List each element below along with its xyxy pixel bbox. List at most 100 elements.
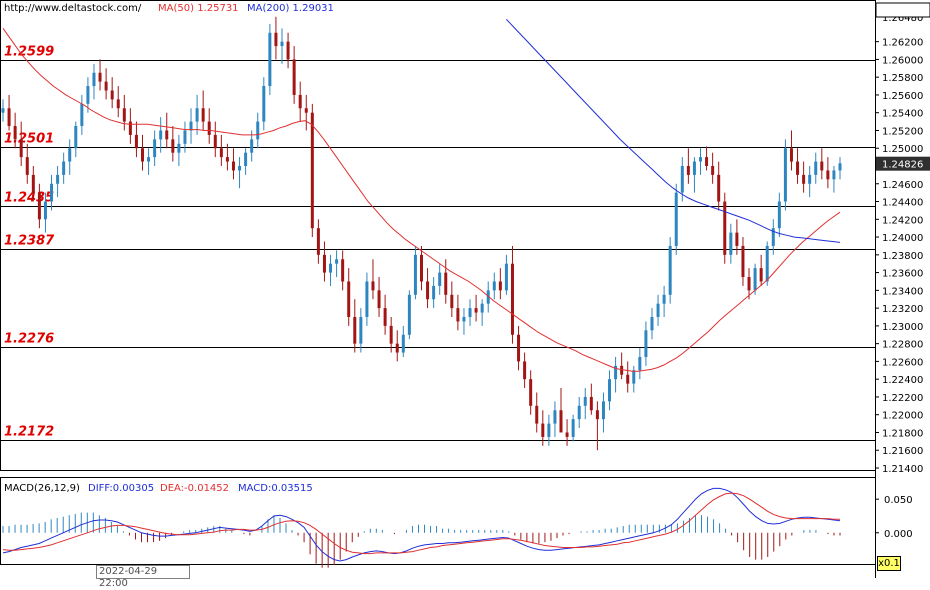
candle-body bbox=[122, 108, 126, 122]
price-axis-label: 1.22000 bbox=[882, 411, 923, 422]
candle-body bbox=[699, 157, 702, 162]
candle-body bbox=[705, 157, 709, 166]
candle-body bbox=[523, 361, 527, 380]
price-axis-label: 1.23600 bbox=[882, 269, 923, 280]
candle-body bbox=[153, 139, 157, 158]
candle-body bbox=[553, 410, 557, 424]
candle-body bbox=[432, 285, 436, 300]
macd-diff-label: DIFF:0.00305 bbox=[88, 483, 155, 494]
candle-body bbox=[298, 94, 302, 109]
candle-body bbox=[517, 334, 521, 362]
candle-body bbox=[286, 41, 290, 60]
candle-body bbox=[389, 325, 393, 344]
candle-body bbox=[444, 272, 448, 295]
ma50-line bbox=[2, 28, 841, 372]
candle-body bbox=[274, 32, 278, 47]
price-axis-label: 1.22400 bbox=[882, 375, 923, 386]
candle-body bbox=[723, 201, 727, 255]
price-axis-label: 1.25000 bbox=[882, 144, 923, 155]
candle-body bbox=[256, 121, 260, 140]
chart-canvas: 1.26480 1.26200 1.26000 1.25800 1.25600 1.254… bbox=[0, 0, 930, 578]
candle-body bbox=[31, 174, 35, 193]
candle-body bbox=[589, 396, 593, 411]
candle-body bbox=[98, 72, 102, 82]
price-axis-label: 1.22800 bbox=[882, 340, 923, 351]
candle-body bbox=[231, 161, 235, 171]
candle-body bbox=[304, 108, 308, 113]
candle-body bbox=[104, 81, 108, 91]
candle-body bbox=[13, 126, 17, 140]
candle-body bbox=[468, 308, 472, 317]
candle-body bbox=[147, 157, 151, 162]
candle-body bbox=[632, 370, 636, 384]
candle-body bbox=[68, 148, 72, 162]
price-axis-label: 1.26000 bbox=[882, 55, 923, 66]
candle-body bbox=[541, 423, 545, 437]
candle-body bbox=[686, 166, 690, 175]
candle-body bbox=[662, 294, 666, 304]
candle-body bbox=[480, 303, 484, 313]
candle-body bbox=[765, 245, 769, 282]
candle-body bbox=[498, 281, 502, 291]
candle-body bbox=[504, 263, 508, 291]
current-price-tag-bg bbox=[876, 156, 930, 171]
candle-body bbox=[759, 268, 763, 282]
price-axis-label: 1.26480 bbox=[882, 13, 923, 24]
candle-body bbox=[492, 281, 496, 291]
candle-body bbox=[420, 254, 423, 282]
candle-body bbox=[268, 32, 272, 87]
candle-body bbox=[207, 121, 211, 135]
candle-body bbox=[165, 130, 169, 140]
macd-dea-line bbox=[2, 492, 840, 555]
candle-body bbox=[565, 432, 569, 437]
candle-body bbox=[159, 130, 163, 140]
candle-body bbox=[244, 152, 248, 166]
price-axis-label: 1.25800 bbox=[882, 73, 923, 84]
candle-body bbox=[7, 108, 11, 127]
price-axis-label: 1.22600 bbox=[882, 357, 923, 368]
candle-body bbox=[62, 161, 66, 175]
ma50-value: 1.25731 bbox=[197, 3, 239, 14]
candle-body bbox=[262, 86, 266, 122]
candle-body bbox=[25, 157, 29, 175]
candle-body bbox=[601, 401, 605, 420]
level-label: 1.2387 bbox=[4, 234, 55, 249]
price-axis-label: 1.21400 bbox=[882, 464, 923, 475]
candle-body bbox=[814, 161, 818, 175]
candle-body bbox=[365, 281, 369, 317]
ma200-name: MA(200) bbox=[247, 3, 290, 14]
macd-diff-line bbox=[2, 487, 841, 562]
price-axis-label: 1.25400 bbox=[882, 109, 923, 120]
price-axis-label: 1.21800 bbox=[882, 428, 923, 439]
candle-body bbox=[110, 90, 114, 100]
candle-body bbox=[808, 174, 812, 184]
candle-body bbox=[571, 419, 575, 437]
candle-body bbox=[43, 201, 47, 220]
candle-body bbox=[292, 59, 296, 95]
candle-body bbox=[438, 272, 442, 286]
candle-body bbox=[777, 201, 781, 229]
candle-body bbox=[353, 317, 357, 344]
scale-label[interactable]: x0.1 bbox=[877, 556, 901, 571]
ma200-line bbox=[506, 19, 841, 243]
level-label: 1.2599 bbox=[4, 45, 54, 60]
macd-title: MACD(26,12,9) bbox=[4, 483, 80, 494]
level-label: 1.2276 bbox=[4, 332, 54, 347]
candle-body bbox=[322, 254, 326, 273]
candle-body bbox=[395, 343, 399, 353]
price-axis-label: 1.24200 bbox=[882, 215, 923, 226]
candle-body bbox=[1, 108, 5, 113]
candle-body bbox=[747, 277, 751, 291]
candle-body bbox=[280, 41, 284, 47]
top-price-box bbox=[875, 2, 930, 18]
candle-body bbox=[577, 405, 581, 420]
candle-body bbox=[638, 356, 642, 371]
candle-body bbox=[56, 174, 60, 184]
candle-body bbox=[183, 130, 187, 144]
candle-body bbox=[692, 161, 696, 175]
candle-body bbox=[383, 308, 387, 326]
candle-body bbox=[37, 192, 41, 220]
ma200-value: 1.29031 bbox=[292, 3, 334, 14]
level-label: 1.2501 bbox=[4, 132, 54, 147]
